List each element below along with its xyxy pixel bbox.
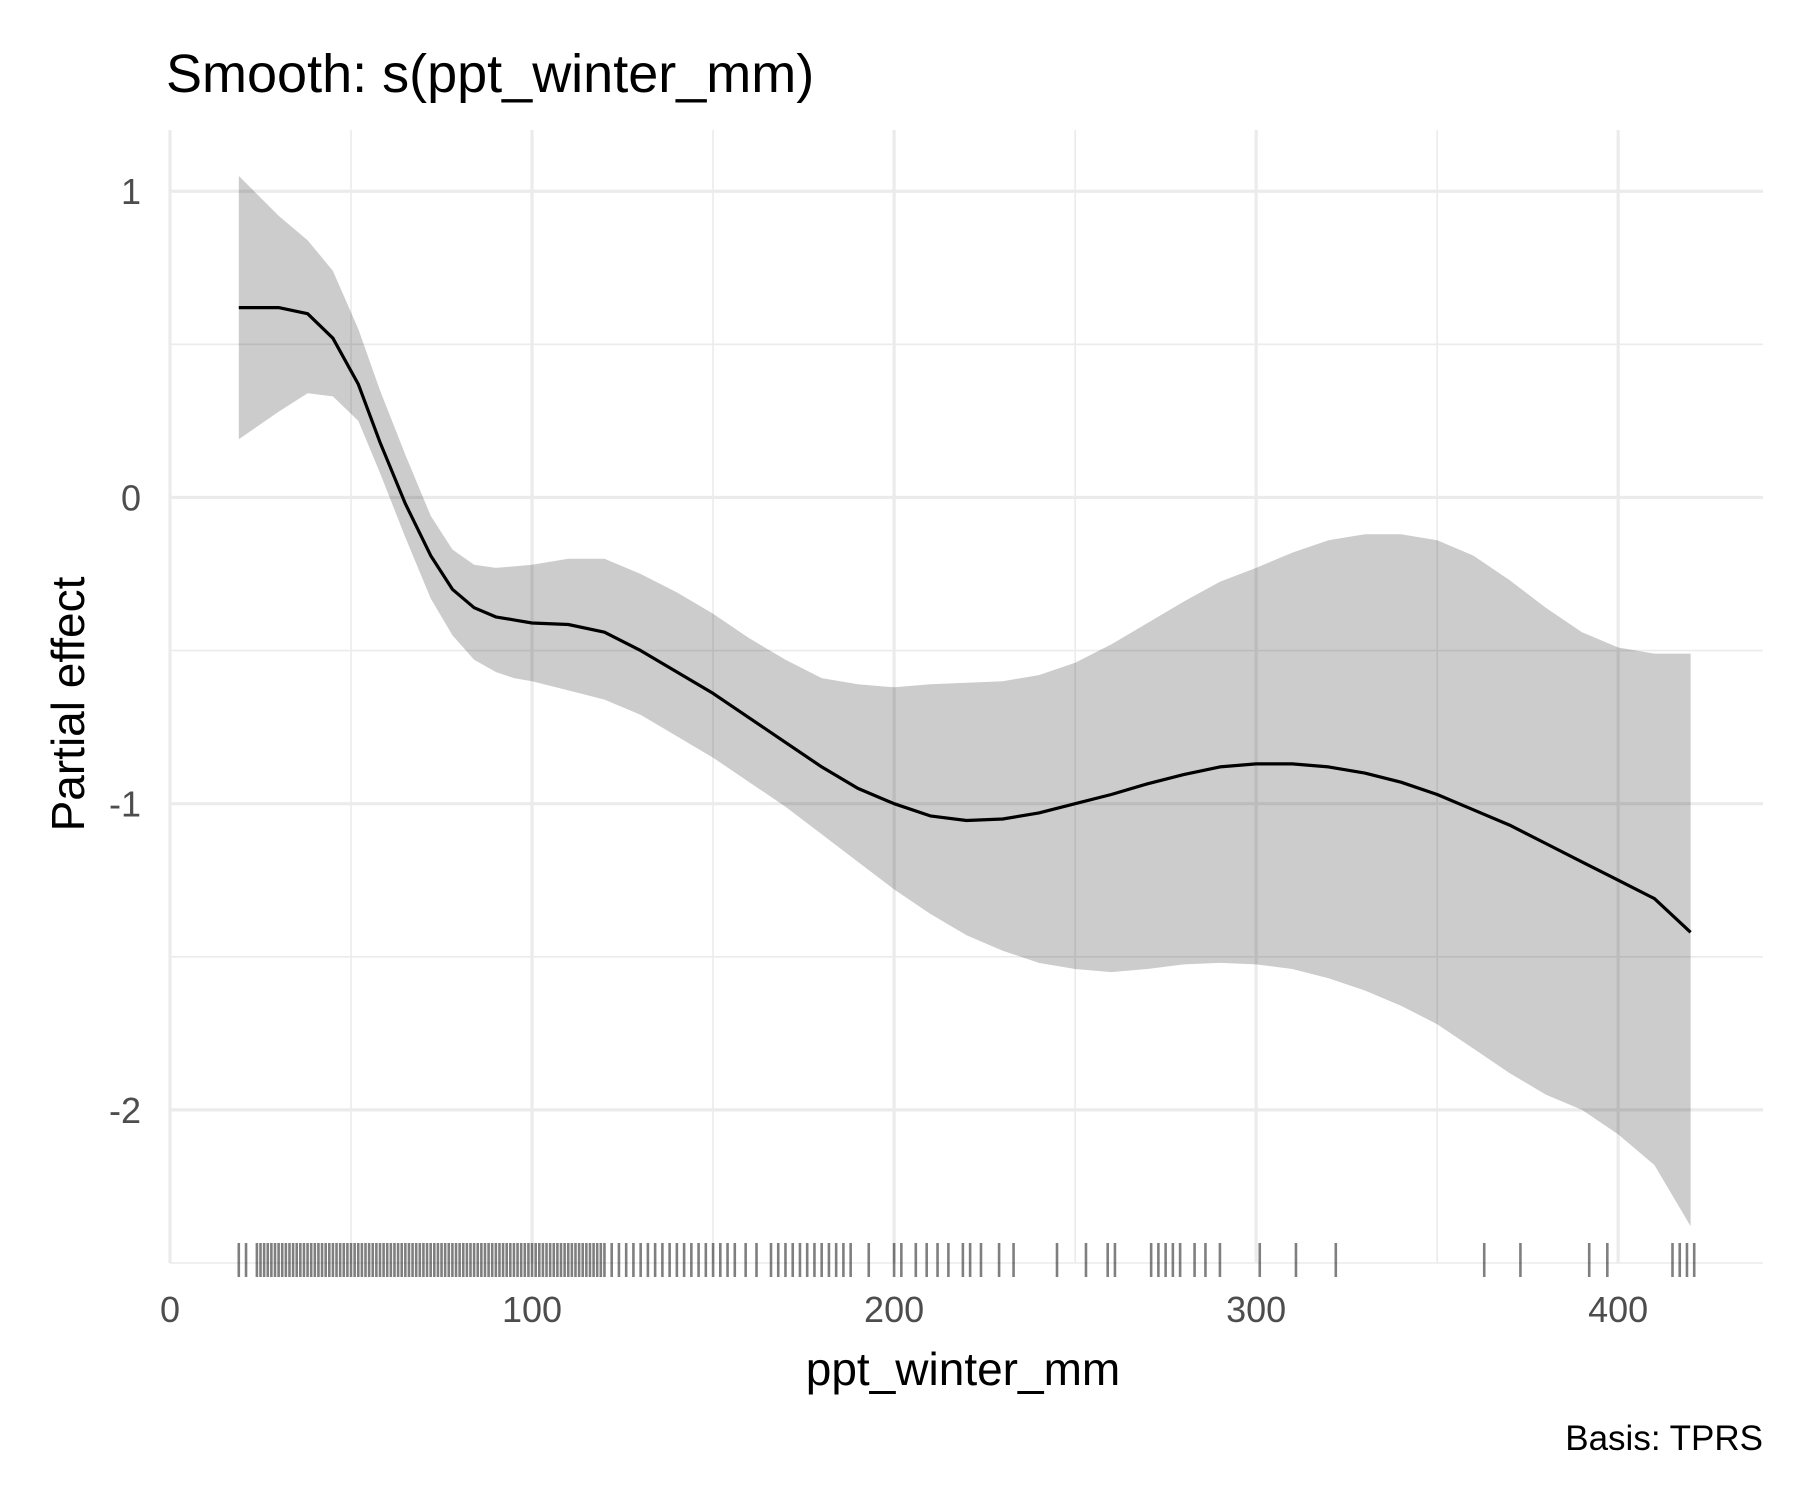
y-tick-label: 1 — [121, 171, 141, 212]
x-tick-label: 400 — [1588, 1289, 1648, 1330]
y-axis-ticks: -2 -1 0 1 — [109, 171, 141, 1131]
x-tick-label: 0 — [160, 1289, 180, 1330]
chart-title: Smooth: s(ppt_winter_mm) — [166, 44, 814, 104]
confidence-band-area — [238, 175, 1691, 1227]
x-axis-title: ppt_winter_mm — [806, 1343, 1120, 1395]
chart-caption: Basis: TPRS — [1565, 1419, 1763, 1458]
major-gridlines — [168, 130, 1763, 1263]
rug-marks — [237, 1243, 1696, 1277]
x-tick-label: 100 — [502, 1289, 562, 1330]
y-tick-label: 0 — [121, 477, 141, 518]
y-axis-title: Partial effect — [42, 576, 94, 831]
x-axis-ticks: 0 100 200 300 400 — [160, 1289, 1648, 1330]
x-tick-label: 200 — [864, 1289, 924, 1330]
confidence-band — [238, 175, 1691, 1227]
smooth-line — [238, 306, 1692, 934]
y-tick-label: -1 — [109, 784, 141, 825]
y-tick-label: -2 — [109, 1090, 141, 1131]
fitted-smooth-line — [238, 306, 1692, 934]
x-tick-label: 300 — [1226, 1289, 1286, 1330]
